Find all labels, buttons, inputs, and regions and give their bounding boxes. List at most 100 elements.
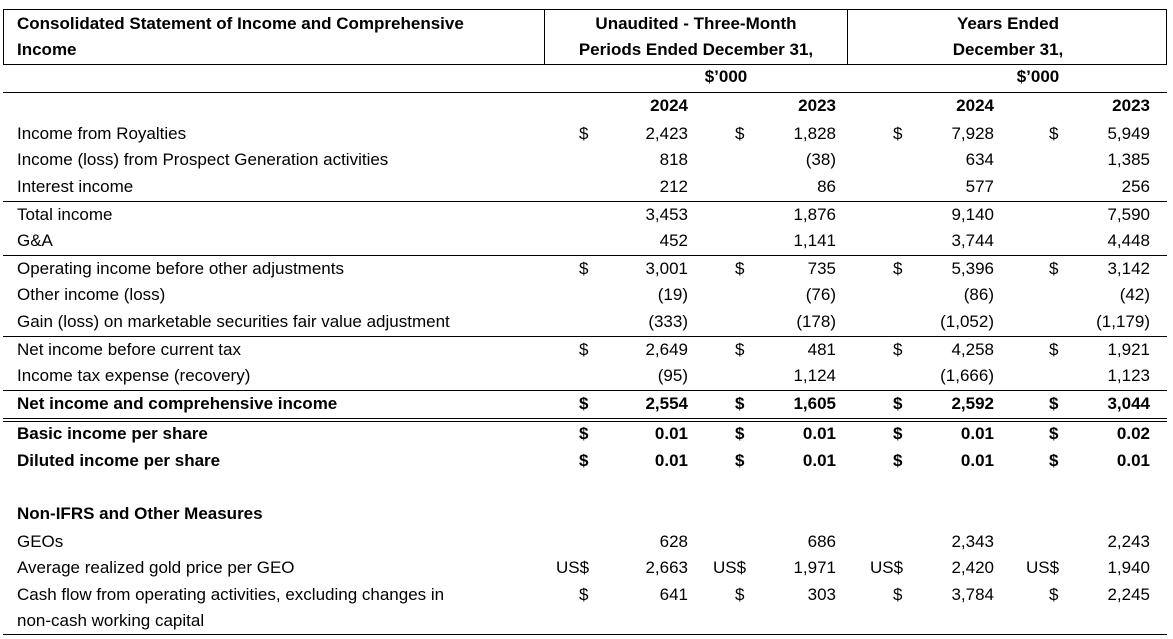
currency-symbol: $ (579, 424, 589, 443)
section-heading: Non-IFRS and Other Measures (17, 504, 263, 523)
value-cell: 2,649 (645, 340, 688, 359)
value-cell: 1,940 (1107, 558, 1150, 577)
currency-symbol: $ (735, 340, 745, 359)
value-cell: 0.02 (1116, 424, 1150, 443)
table-title-line2: Income (17, 40, 77, 59)
value-cell: 7,590 (1107, 205, 1150, 224)
value-cell: 4,258 (951, 340, 994, 359)
currency-symbol: $ (1049, 451, 1059, 470)
value-cell: 2,423 (645, 124, 688, 143)
value-cell: 628 (659, 532, 688, 551)
value-cell: 212 (659, 177, 688, 196)
row-label: Total income (17, 205, 113, 224)
rule-double-bottom (3, 421, 1167, 422)
value-cell: 481 (807, 340, 836, 359)
row-label: Income tax expense (recovery) (17, 366, 251, 385)
value-cell: 256 (1121, 177, 1150, 196)
quarter-heading-line2: Periods Ended December 31, (578, 40, 814, 59)
row-label: GEOs (17, 532, 64, 551)
rule-mid2 (847, 9, 848, 65)
years-unit: $’000 (1016, 67, 1060, 86)
value-cell: 2,554 (645, 394, 688, 413)
value-cell: 5,949 (1107, 124, 1150, 143)
value-cell: (86) (963, 285, 994, 304)
col-header-q2024: 2024 (650, 96, 688, 115)
rule-top (3, 9, 1167, 10)
row-label: G&A (17, 231, 53, 250)
rule-left (3, 9, 4, 65)
value-cell: 2,592 (951, 394, 994, 413)
value-cell: 1,385 (1107, 150, 1150, 169)
currency-symbol: $ (1049, 424, 1059, 443)
currency-symbol: $ (893, 124, 903, 143)
value-cell: 7,928 (951, 124, 994, 143)
row-label: Income (loss) from Prospect Generation a… (17, 150, 389, 169)
value-cell: 0.01 (802, 424, 836, 443)
value-cell: (1,179) (1096, 312, 1150, 331)
currency-symbol: $ (579, 585, 589, 604)
value-cell: 2,420 (951, 558, 994, 577)
currency-symbol: $ (735, 451, 745, 470)
currency-symbol: $ (893, 424, 903, 443)
currency-symbol: $ (735, 585, 745, 604)
row-label-continued: non-cash working capital (17, 611, 205, 630)
value-cell: 3,744 (951, 231, 994, 250)
value-cell: 0.01 (802, 451, 836, 470)
col-header-y2023: 2023 (1112, 96, 1150, 115)
row-label: Gain (loss) on marketable securities fai… (17, 312, 450, 331)
value-cell: 4,448 (1107, 231, 1150, 250)
value-cell: 2,245 (1107, 585, 1150, 604)
value-cell: (1,052) (940, 312, 994, 331)
currency-symbol: $ (1049, 585, 1059, 604)
rule-unit (3, 92, 1167, 93)
rule-subtotal (3, 255, 1167, 256)
currency-symbol: $ (735, 394, 745, 413)
value-cell: 452 (659, 231, 688, 250)
quarter-heading-line1: Unaudited - Three-Month (595, 14, 797, 33)
value-cell: 1,605 (793, 394, 836, 413)
col-header-y2024: 2024 (956, 96, 994, 115)
rule-right (1166, 9, 1167, 65)
row-label: Net income and comprehensive income (17, 394, 338, 413)
currency-symbol: US$ (870, 558, 904, 577)
value-cell: 3,001 (645, 259, 688, 278)
row-label: Income from Royalties (17, 124, 187, 143)
value-cell: (178) (796, 312, 836, 331)
quarter-unit: $’000 (704, 67, 748, 86)
rule-mid1 (544, 9, 545, 65)
currency-symbol: US$ (1026, 558, 1060, 577)
value-cell: 1,141 (793, 231, 836, 250)
currency-symbol: $ (1049, 394, 1059, 413)
currency-symbol: $ (735, 124, 745, 143)
row-label: Interest income (17, 177, 134, 196)
value-cell: 3,044 (1107, 394, 1150, 413)
value-cell: 2,343 (951, 532, 994, 551)
value-cell: 3,453 (645, 205, 688, 224)
rule-subtotal (3, 201, 1167, 202)
row-label: Diluted income per share (17, 451, 221, 470)
value-cell: 2,243 (1107, 532, 1150, 551)
value-cell: 86 (817, 177, 836, 196)
row-label: Basic income per share (17, 424, 208, 443)
rule-double-top (3, 418, 1167, 419)
currency-symbol: $ (893, 340, 903, 359)
currency-symbol: $ (893, 259, 903, 278)
value-cell: 1,123 (1107, 366, 1150, 385)
value-cell: 5,396 (951, 259, 994, 278)
rule-subtotal (3, 336, 1167, 337)
row-label: Operating income before other adjustment… (17, 259, 344, 278)
currency-symbol: $ (579, 394, 589, 413)
currency-symbol: $ (1049, 259, 1059, 278)
value-cell: 0.01 (960, 451, 994, 470)
value-cell: 818 (659, 150, 688, 169)
currency-symbol: $ (1049, 124, 1059, 143)
value-cell: 686 (807, 532, 836, 551)
value-cell: 1,828 (793, 124, 836, 143)
currency-symbol: US$ (556, 558, 590, 577)
value-cell: (38) (805, 150, 836, 169)
value-cell: 0.01 (960, 424, 994, 443)
rule-bottom (3, 634, 1167, 635)
rule-header (3, 64, 1167, 65)
currency-symbol: $ (893, 585, 903, 604)
value-cell: (19) (657, 285, 688, 304)
